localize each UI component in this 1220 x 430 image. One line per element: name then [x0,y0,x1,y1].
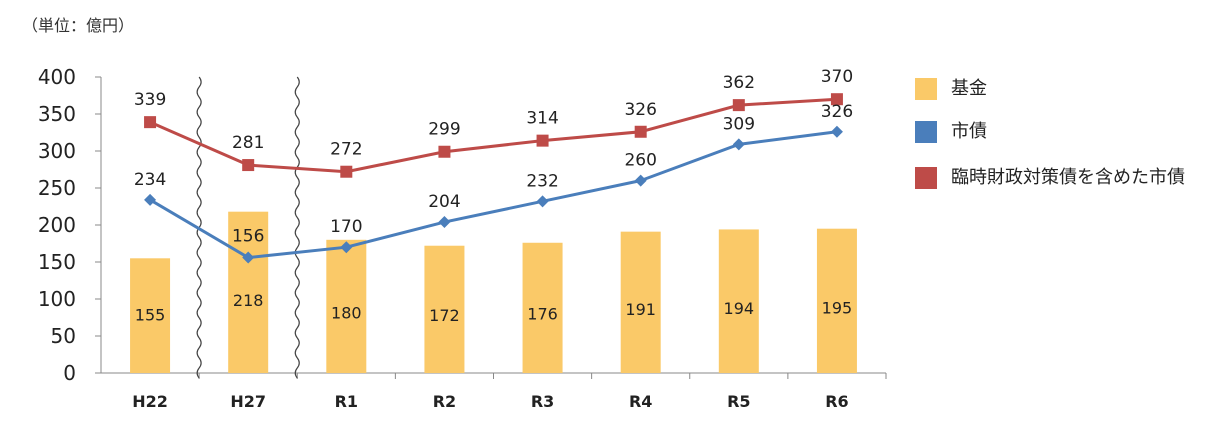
bonds-value-label: 326 [821,102,853,122]
bonds-incl-line [149,97,838,174]
bar-value-label: 155 [135,305,166,324]
y-tick-label: 0 [63,361,76,385]
bonds-incl-value-label: 314 [526,109,558,129]
bonds-value-label: 309 [723,114,755,134]
legend-swatch-bonds [915,121,937,143]
bonds-value-label: 232 [526,171,558,191]
y-tick-label: 150 [38,250,76,274]
x-tick-label: R3 [531,392,554,411]
bar-value-label: 176 [527,305,558,324]
bonds-incl-point [536,134,549,147]
x-tick-label: R2 [433,392,456,411]
bar-value-label: 180 [331,303,362,322]
bonds-incl-value-label: 272 [330,140,362,160]
bar [228,211,269,373]
legend-label-bonds-incl: 臨時財政対策債を含めた市債 [951,167,1185,188]
bonds-incl-point [830,93,843,106]
bonds-incl-value-label: 326 [624,100,656,120]
bonds-point [242,251,255,264]
x-tick-label: H22 [132,392,168,411]
bar [326,239,367,373]
x-tick-label: R1 [335,392,358,411]
x-tick-label: H27 [230,392,266,411]
x-tick-label: R6 [825,392,848,411]
bar [522,242,563,373]
bonds-incl-point [438,145,451,158]
bar [718,229,759,373]
bonds-point [830,125,843,138]
legend-label-bonds: 市債 [951,121,987,142]
y-tick-label: 300 [38,139,76,163]
bonds-point [634,174,647,187]
bonds-incl-value-label: 362 [723,73,755,93]
bonds-incl-point [340,165,353,178]
bonds-value-label: 204 [428,192,460,212]
bar [816,228,857,373]
axes: 0 50 100 150 200 250 300 350 400 H22 H27 R1 R2 R3 R4 R5… [38,65,887,411]
bonds-point [340,241,353,254]
line-series [144,93,843,264]
bar-value-label: 191 [625,300,656,319]
axis-break-mark [294,76,300,379]
line-data-labels: 234 156 170 204 232 260 309 326 339 281 272 299 314 3… [134,67,853,246]
bonds-incl-point [732,99,745,112]
bonds-point [438,216,451,229]
y-tick-label: 50 [51,324,76,348]
bonds-incl-value-label: 370 [821,67,853,87]
bonds-value-label: 170 [330,217,362,237]
bonds-incl-value-label: 299 [428,120,460,140]
bonds-value-label: 260 [624,151,656,171]
legend-swatch-fund [915,78,937,100]
y-tick-label: 250 [38,176,76,200]
y-tick-label: 100 [38,287,76,311]
bonds-incl-point [144,116,157,129]
bar-value-label: 172 [429,306,460,325]
unit-label: （単位：億円） [22,16,135,35]
x-tick-label: R5 [727,392,750,411]
legend-label-fund: 基金 [951,78,987,99]
bonds-incl-value-label: 281 [232,133,264,153]
y-tick-label: 400 [38,65,76,89]
bar-series [130,211,857,373]
y-tick-label: 200 [38,213,76,237]
bonds-value-label: 156 [232,227,264,247]
bar [130,258,171,373]
x-tick-label: R4 [629,392,652,411]
legend-swatch-bonds-incl [915,167,937,189]
bar [620,231,661,373]
bonds-point [536,195,549,208]
bar [424,245,465,373]
bonds-incl-point [242,159,255,172]
bar-value-label: 218 [233,291,264,310]
bonds-point [732,138,745,151]
bonds-value-label: 234 [134,170,166,190]
bonds-line [149,130,838,260]
y-tick-label: 350 [38,102,76,126]
bar-value-label: 194 [724,299,755,318]
bonds-incl-value-label: 339 [134,90,166,110]
bonds-incl-point [634,125,647,138]
bar-value-label: 195 [822,299,853,318]
bar-data-labels: 155 218 180 172 176 191 194 195 [135,291,852,325]
bonds-point [144,193,157,206]
